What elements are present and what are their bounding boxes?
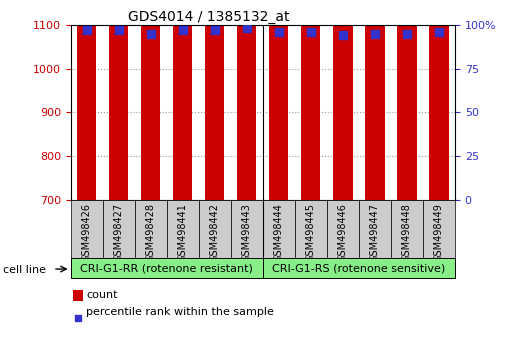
Point xyxy=(178,27,187,33)
Bar xyxy=(365,0,384,200)
Text: CRI-G1-RS (rotenone sensitive): CRI-G1-RS (rotenone sensitive) xyxy=(272,263,446,273)
Bar xyxy=(237,0,256,200)
Bar xyxy=(141,0,160,200)
Bar xyxy=(429,0,449,200)
Text: GSM498443: GSM498443 xyxy=(242,203,252,262)
Point xyxy=(403,31,411,36)
Bar xyxy=(359,200,391,258)
Point xyxy=(117,264,125,270)
Bar xyxy=(199,200,231,258)
Bar xyxy=(205,0,224,200)
Text: percentile rank within the sample: percentile rank within the sample xyxy=(86,307,274,316)
Point xyxy=(211,27,219,33)
Text: GSM498446: GSM498446 xyxy=(338,203,348,262)
Bar xyxy=(103,200,135,258)
Bar xyxy=(167,200,199,258)
Point xyxy=(146,31,155,36)
Text: GSM498426: GSM498426 xyxy=(82,203,92,262)
Bar xyxy=(269,0,288,200)
Text: GSM498444: GSM498444 xyxy=(274,203,284,262)
Text: GSM498448: GSM498448 xyxy=(402,203,412,262)
Text: GSM498428: GSM498428 xyxy=(146,203,156,262)
Text: GSM498427: GSM498427 xyxy=(113,203,123,262)
Bar xyxy=(77,0,96,200)
Bar xyxy=(263,200,295,258)
Bar xyxy=(173,0,192,200)
Text: CRI-G1-RR (rotenone resistant): CRI-G1-RR (rotenone resistant) xyxy=(80,263,253,273)
Bar xyxy=(71,200,103,258)
Text: GSM498447: GSM498447 xyxy=(370,203,380,262)
Text: GSM498442: GSM498442 xyxy=(210,203,220,262)
Bar xyxy=(295,200,327,258)
Point xyxy=(275,29,283,35)
Bar xyxy=(231,200,263,258)
Bar xyxy=(135,200,167,258)
Text: count: count xyxy=(86,290,118,300)
Bar xyxy=(423,200,455,258)
Text: GSM498449: GSM498449 xyxy=(434,203,444,262)
Point xyxy=(83,27,91,33)
Point xyxy=(243,25,251,31)
Point xyxy=(435,29,443,35)
Bar xyxy=(391,200,423,258)
Point xyxy=(115,27,123,33)
Bar xyxy=(263,258,455,278)
Bar xyxy=(397,0,416,200)
Text: GSM498441: GSM498441 xyxy=(178,203,188,262)
Point xyxy=(371,31,379,36)
Bar xyxy=(71,258,263,278)
Bar xyxy=(301,0,321,200)
Bar xyxy=(333,0,353,200)
Text: GDS4014 / 1385132_at: GDS4014 / 1385132_at xyxy=(128,10,290,24)
Bar xyxy=(109,0,128,200)
Point xyxy=(306,29,315,35)
Bar xyxy=(327,200,359,258)
Text: GSM498445: GSM498445 xyxy=(306,203,316,262)
Text: cell line: cell line xyxy=(3,265,46,275)
Point xyxy=(339,33,347,38)
